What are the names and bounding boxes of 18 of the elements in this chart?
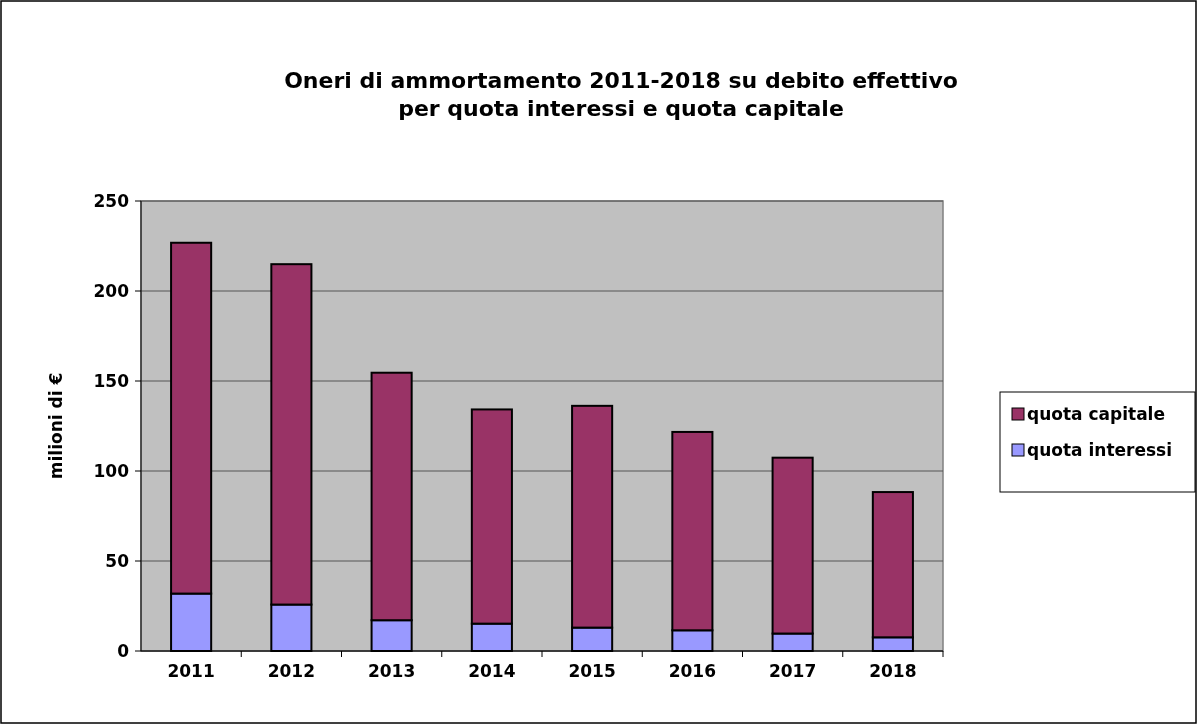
x-tick-label: 2015 (568, 661, 616, 681)
legend-label: quota capitale (1027, 404, 1165, 424)
y-axis-title: milioni di € (46, 372, 66, 480)
x-tick-label: 2018 (869, 661, 917, 681)
x-tick-label: 2012 (267, 661, 316, 681)
x-tick-label: 2011 (167, 661, 215, 681)
y-tick-label: 150 (93, 370, 130, 391)
y-tick-label: 100 (93, 460, 130, 481)
y-tick-label: 0 (117, 640, 130, 661)
x-tick-label: 2016 (668, 661, 717, 681)
x-tick-label: 2013 (367, 661, 416, 681)
legend-label: quota interessi (1027, 440, 1173, 460)
x-tick-label: 2014 (468, 661, 516, 681)
x-tick-label: 2017 (768, 661, 817, 681)
y-tick-label: 200 (93, 280, 130, 301)
chart-title: Oneri di ammortamento 2011-2018 su debito effettivo per quota interessi e quota capitale (284, 68, 958, 121)
y-tick-label: 250 (93, 190, 130, 211)
y-tick-label: 50 (105, 550, 130, 571)
